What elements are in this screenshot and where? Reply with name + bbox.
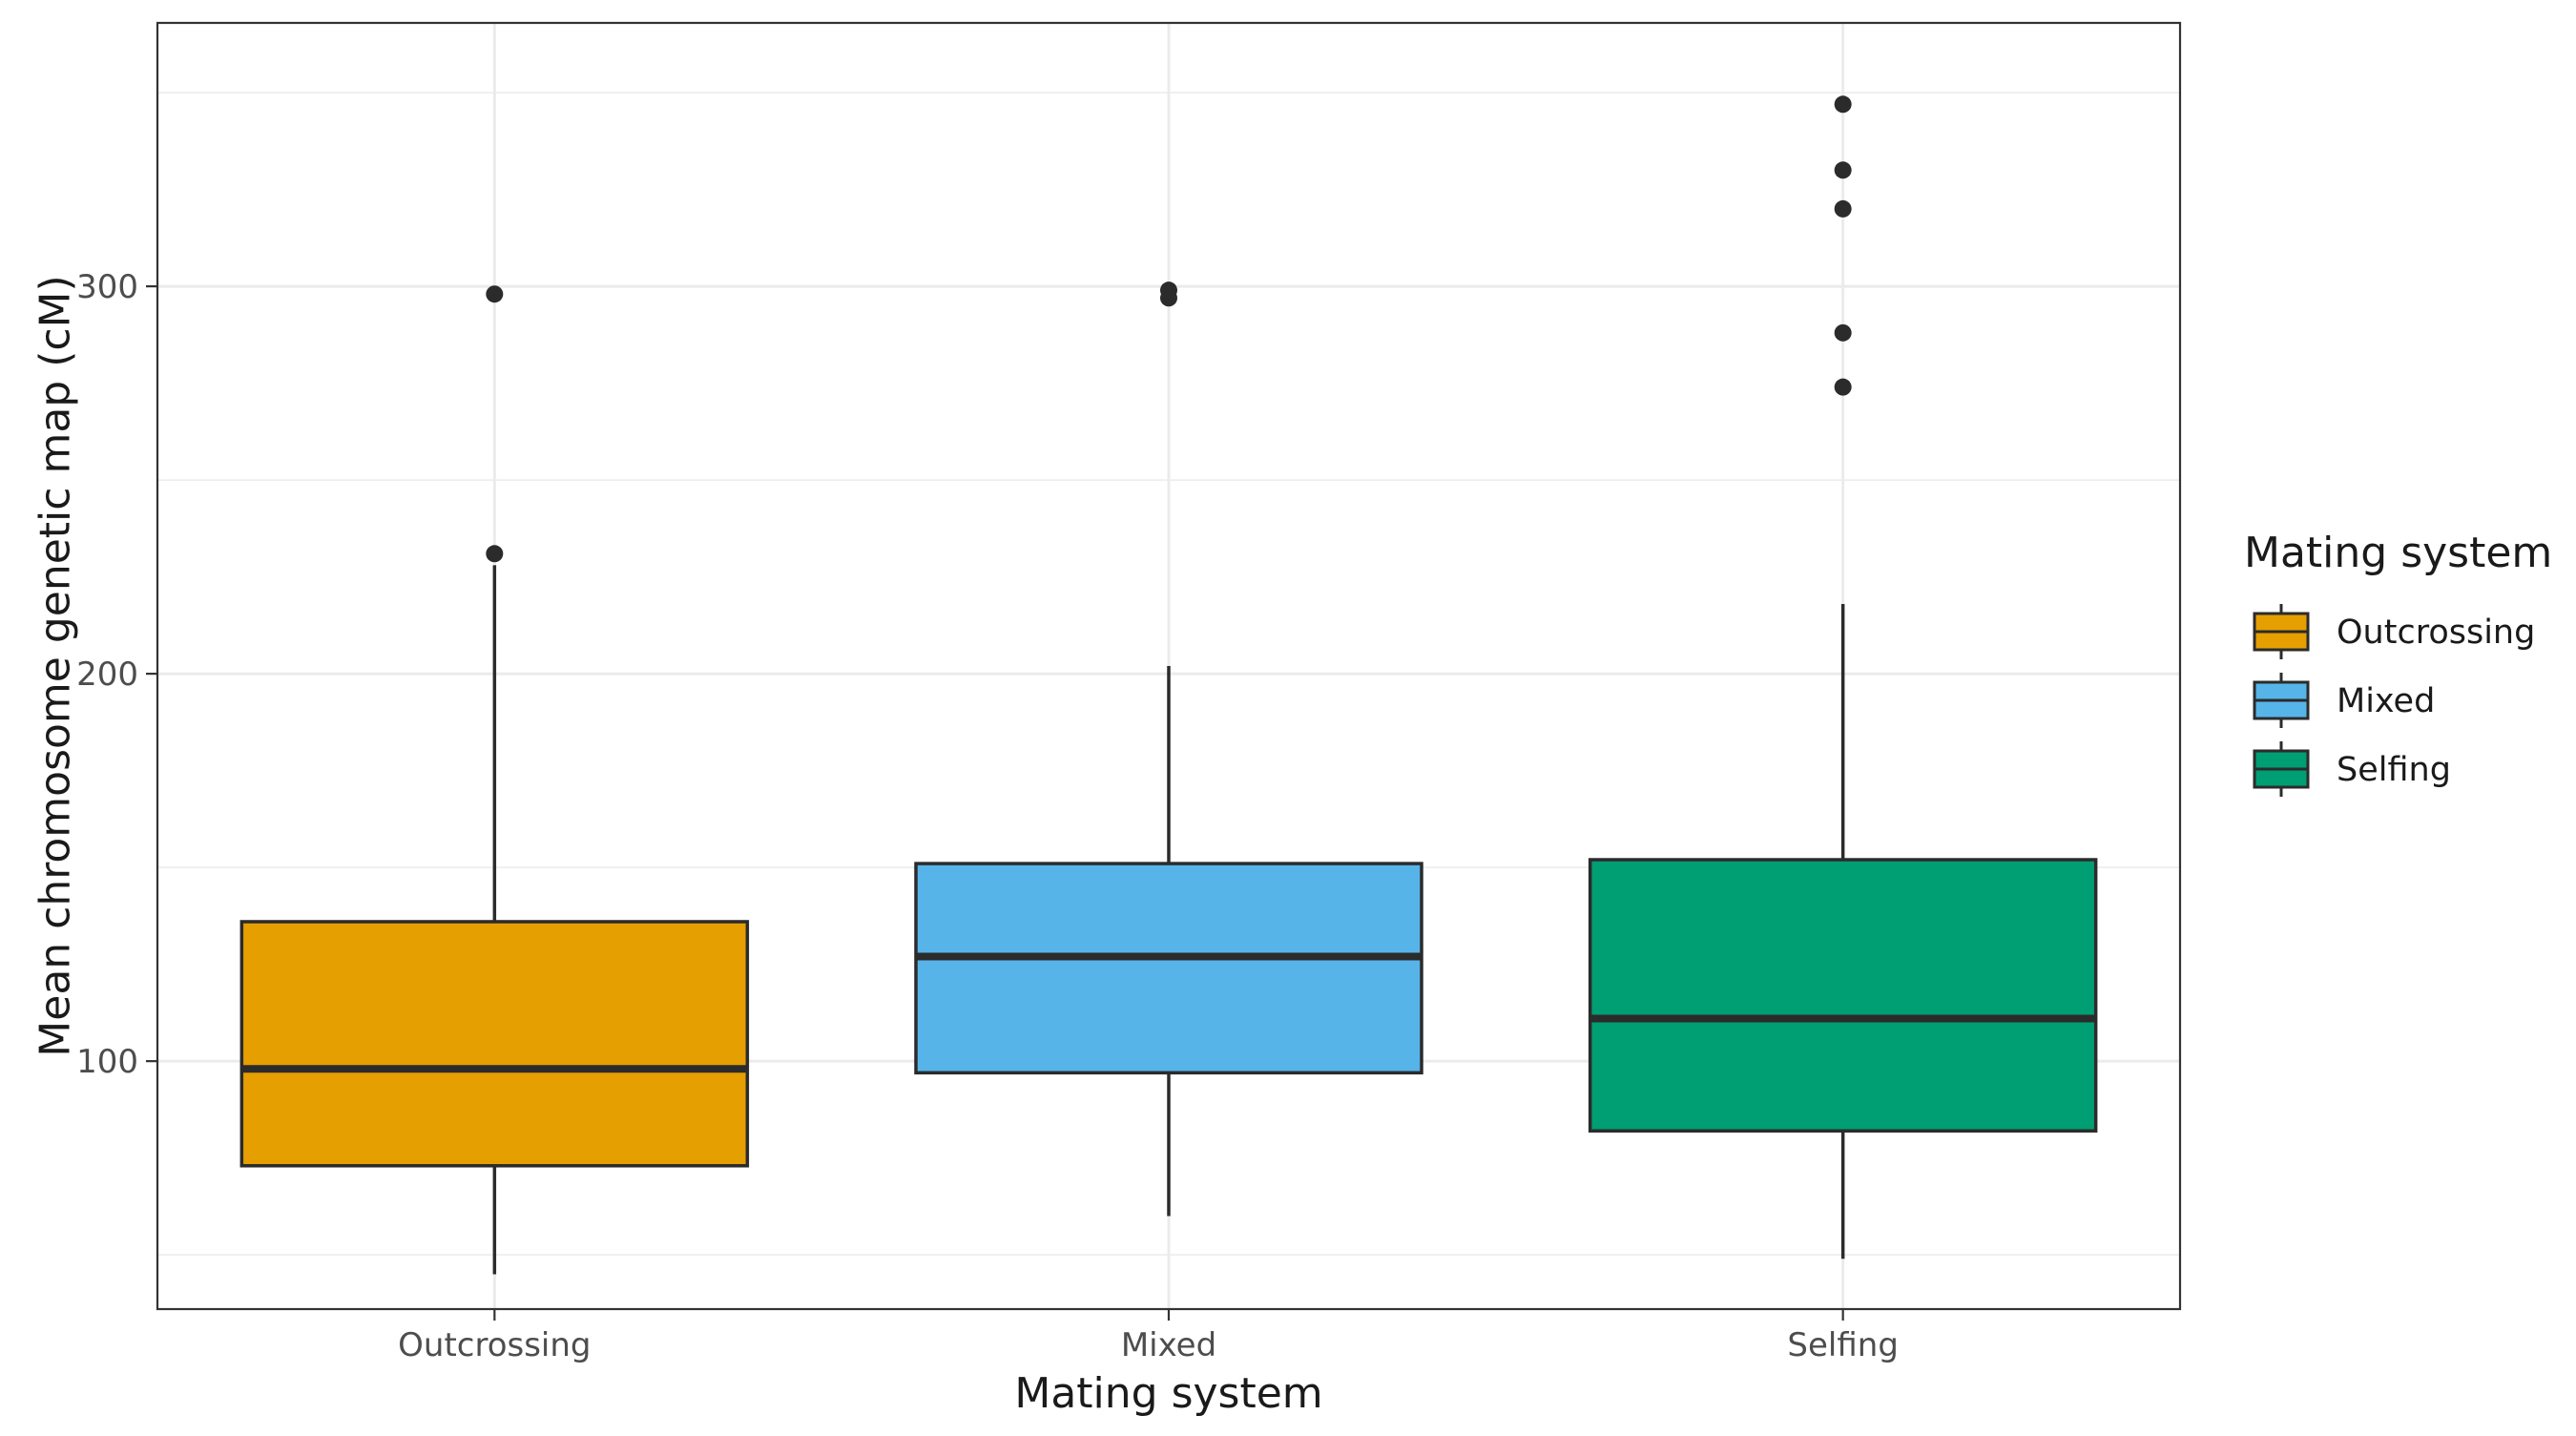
legend-label: Mixed: [2337, 682, 2435, 720]
legend-item-mixed: Mixed: [2253, 673, 2435, 728]
outlier-point: [1834, 323, 1852, 342]
outlier-point: [486, 545, 504, 563]
legend-title: Mating system: [2244, 529, 2552, 577]
legend: Mating system Outcrossing Mixed Selfing: [2244, 529, 2552, 797]
box-body: [1588, 858, 2098, 1133]
box-mixed: [914, 281, 1423, 1217]
outlier-point: [1834, 95, 1852, 114]
outlier-point: [1160, 281, 1177, 300]
x-tick-label: Outcrossing: [398, 1326, 591, 1364]
x-tick-label: Selfing: [1787, 1326, 1899, 1364]
legend-item-outcrossing: Outcrossing: [2253, 604, 2535, 659]
legend-label: Outcrossing: [2337, 614, 2535, 652]
outlier-point: [1834, 199, 1852, 218]
y-tick-label: 200: [76, 656, 138, 694]
y-tick-label: 300: [76, 268, 138, 306]
y-tick-label: 100: [76, 1043, 138, 1081]
box-body: [914, 862, 1423, 1075]
box-selfing: [1588, 95, 2098, 1259]
boxes: [239, 95, 2098, 1275]
outlier-point: [1834, 161, 1852, 179]
legend-label: Selfing: [2337, 751, 2451, 789]
axes: 100 200 300 Outcrossing Mixed Selfing: [76, 268, 1899, 1364]
y-axis-title: Mean chromosome genetic map (cM): [31, 275, 79, 1056]
box-outcrossing: [239, 285, 750, 1275]
outlier-point: [1834, 378, 1852, 396]
box-body: [239, 920, 750, 1168]
outlier-point: [486, 285, 504, 303]
legend-item-selfing: Selfing: [2253, 741, 2451, 797]
x-tick-label: Mixed: [1121, 1326, 1216, 1364]
x-axis-title: Mating system: [1014, 1369, 1322, 1418]
